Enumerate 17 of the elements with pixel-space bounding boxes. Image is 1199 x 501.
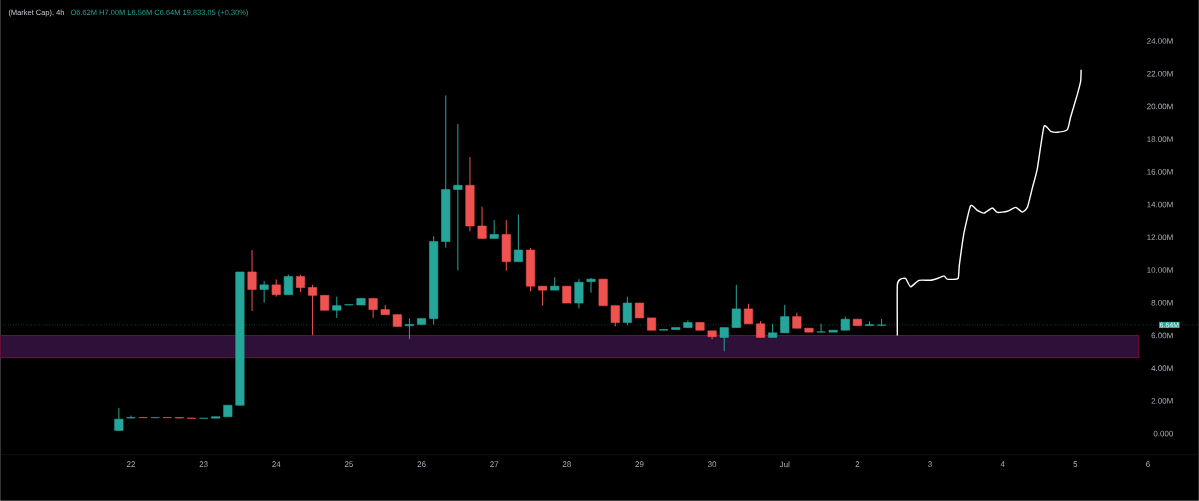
candlestick [283,274,293,296]
candlestick [368,298,378,319]
candlestick [308,284,318,336]
candlestick [586,277,596,294]
candlestick [513,213,523,263]
candlestick [731,284,741,329]
candlestick [332,296,342,319]
candlestick [247,249,257,312]
candlestick [453,123,463,271]
candlestick [538,285,548,307]
candlestick [489,219,499,239]
candlestick [114,407,124,432]
candlestick [259,280,269,304]
candlestick [610,305,620,328]
candlestick [574,278,584,309]
candlestick [743,303,753,325]
candlestick [477,206,487,239]
